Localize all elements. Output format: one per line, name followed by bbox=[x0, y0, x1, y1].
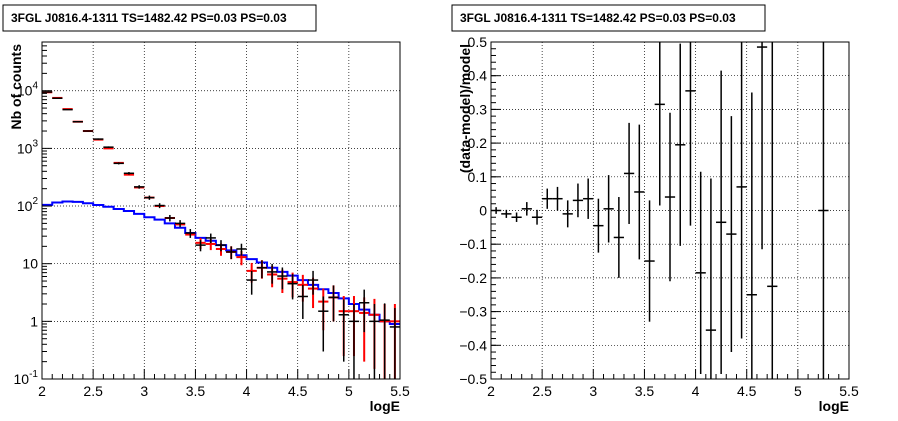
residuals-x-tick-label: 2.5 bbox=[532, 383, 552, 399]
source-model-step-line bbox=[42, 200, 400, 325]
counts-y-tick-label: 103 bbox=[17, 138, 39, 156]
residuals-title: 3FGL J0816.4-1311 TS=1482.42 PS=0.03 PS=… bbox=[460, 11, 736, 25]
residuals-y-tick-label: −0.1 bbox=[459, 236, 487, 252]
residuals-x-tick-label: 3.5 bbox=[635, 383, 655, 399]
residuals-y-tick-label: 0.3 bbox=[468, 101, 488, 117]
residuals-y-tick-label: 0.4 bbox=[468, 68, 488, 84]
residuals-y-axis-label: (data-model)/model bbox=[457, 44, 473, 173]
residuals-grid bbox=[491, 42, 849, 379]
counts-y-axis-label: Nb of counts bbox=[8, 44, 24, 130]
residuals-x-tick-label: 2 bbox=[487, 383, 495, 399]
counts-plot-frame bbox=[41, 41, 401, 380]
counts-x-tick-label: 2.5 bbox=[83, 383, 103, 399]
residuals-x-tick-label: 4.5 bbox=[737, 383, 757, 399]
residuals-panel: 2 2.5 3 3.5 4 4.5 5 5.5 −0.5 −0.4 −0.3 −0.2 −0.1 0 0.1… bbox=[451, 4, 859, 414]
residuals-series bbox=[491, 42, 829, 379]
counts-series bbox=[42, 91, 400, 379]
counts-x-axis-label: logE bbox=[370, 398, 400, 414]
counts-x-tick-label: 3.5 bbox=[186, 383, 206, 399]
counts-x-tick-label: 4 bbox=[243, 383, 251, 399]
residuals-y-tick-label: 0.1 bbox=[468, 169, 488, 185]
residuals-y-tick-label: −0.3 bbox=[459, 304, 487, 320]
counts-x-tick-label: 5 bbox=[345, 383, 353, 399]
counts-x-tick-label: 4.5 bbox=[288, 383, 308, 399]
residuals-y-tick-label: 0.5 bbox=[468, 34, 488, 50]
residuals-ticks: 2 2.5 3 3.5 4 4.5 5 5.5 −0.5 −0.4 −0.3 −0.2 −0.1 0 0.1… bbox=[459, 34, 859, 399]
counts-y-tick-label: 1 bbox=[30, 313, 38, 329]
counts-x-tick-label: 2 bbox=[38, 383, 46, 399]
counts-title: 3FGL J0816.4-1311 TS=1482.42 PS=0.03 PS=… bbox=[11, 11, 287, 25]
residuals-x-axis-label: logE bbox=[819, 398, 849, 414]
counts-y-tick-label: 102 bbox=[17, 196, 39, 214]
residuals-x-tick-label: 5 bbox=[794, 383, 802, 399]
residuals-x-tick-label: 5.5 bbox=[839, 383, 859, 399]
counts-x-tick-label: 3 bbox=[140, 383, 148, 399]
residuals-y-tick-label: −0.5 bbox=[459, 371, 487, 387]
counts-title-box: 3FGL J0816.4-1311 TS=1482.42 PS=0.03 PS=… bbox=[2, 4, 317, 32]
counts-y-tick-label: 10-1 bbox=[14, 369, 39, 387]
residuals-y-tick-label: 0 bbox=[479, 203, 487, 219]
residuals-title-box: 3FGL J0816.4-1311 TS=1482.42 PS=0.03 PS=… bbox=[451, 4, 766, 32]
residuals-x-tick-label: 4 bbox=[692, 383, 700, 399]
counts-y-tick-label: 10 bbox=[22, 256, 38, 272]
residuals-y-tick-label: −0.4 bbox=[459, 337, 487, 353]
residuals-y-tick-label: 0.2 bbox=[468, 135, 488, 151]
counts-title-frame bbox=[2, 4, 317, 32]
residuals-y-tick-label: −0.2 bbox=[459, 270, 487, 286]
counts-grid bbox=[42, 42, 400, 379]
residuals-title-frame bbox=[451, 4, 766, 32]
counts-x-tick-label: 5.5 bbox=[390, 383, 410, 399]
residuals-x-tick-label: 3 bbox=[589, 383, 597, 399]
